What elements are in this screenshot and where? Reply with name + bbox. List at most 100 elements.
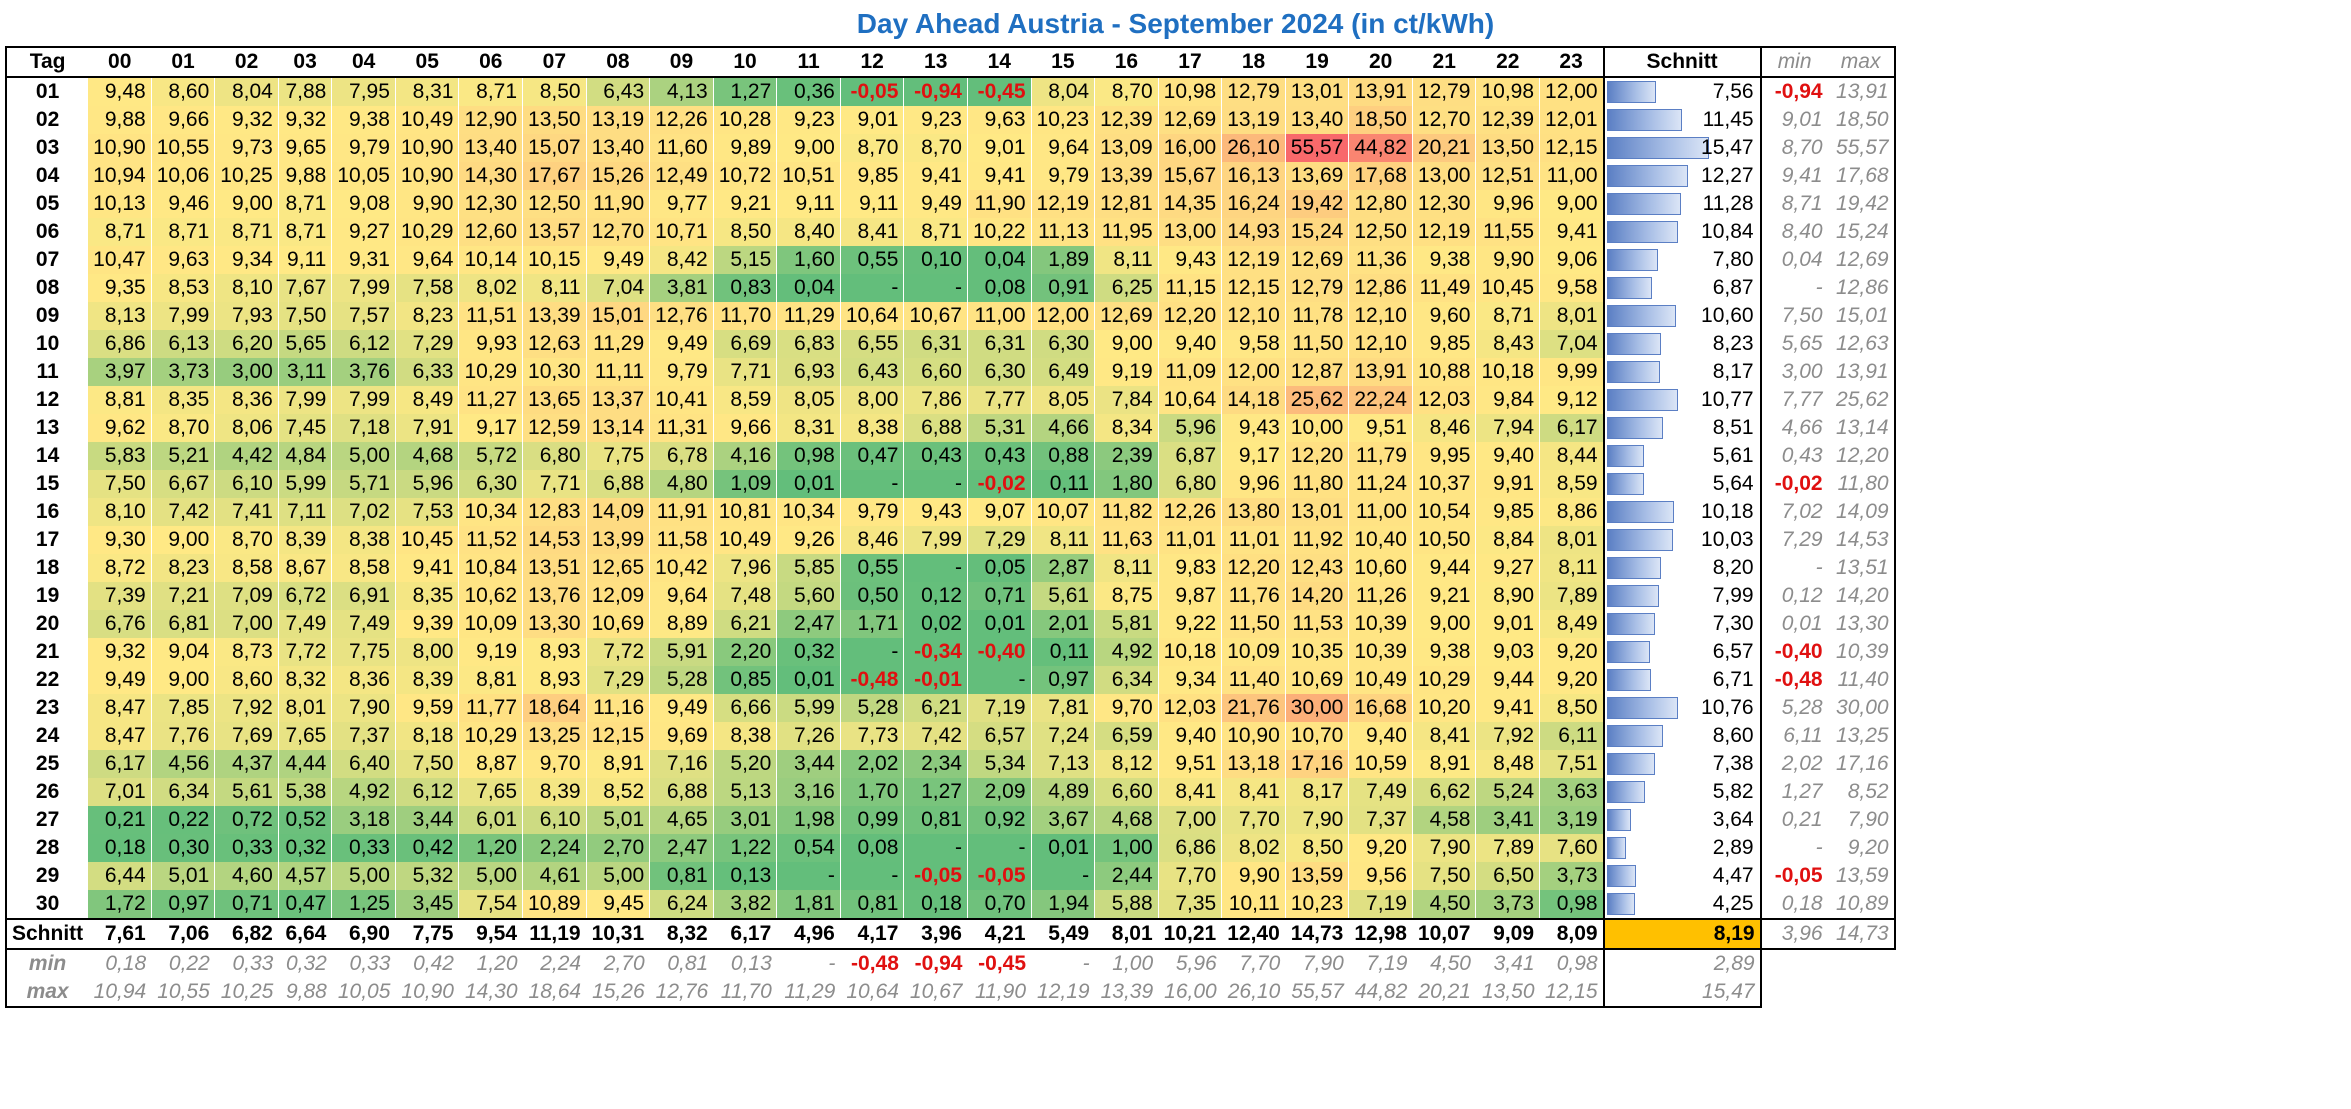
heatmap-cell: 8,00	[395, 638, 460, 666]
heatmap-cell: 17,68	[1348, 162, 1413, 190]
min-value: -	[776, 949, 841, 978]
heatmap-cell: 0,08	[967, 274, 1032, 302]
heatmap-cell: 8,70	[151, 414, 216, 442]
heatmap-cell: 9,35	[88, 274, 152, 302]
heatmap-cell: 12,00	[1221, 358, 1286, 386]
heatmap-cell: 3,63	[1539, 778, 1605, 806]
heatmap-cell: 12,19	[1412, 218, 1477, 246]
heatmap-cell: 8,93	[522, 638, 587, 666]
heatmap-cell: 14,18	[1221, 386, 1286, 414]
heatmap-cell: 10,06	[151, 162, 216, 190]
heatmap-cell: 1,94	[1031, 890, 1096, 919]
heatmap-cell: 0,91	[1031, 274, 1096, 302]
row-average: 12,27	[1602, 162, 1762, 190]
heatmap-cell: 10,40	[1348, 526, 1413, 554]
row-average-value: 10,18	[1701, 500, 1754, 523]
heatmap-cell: 10,90	[1221, 722, 1286, 750]
heatmap-cell: 9,63	[151, 246, 216, 274]
heatmap-cell: 16,13	[1221, 162, 1286, 190]
heatmap-cell: 1,98	[776, 806, 841, 834]
heatmap-cell: 13,00	[1158, 218, 1223, 246]
heatmap-cell: 6,88	[903, 414, 968, 442]
heatmap-cell: 8,50	[713, 218, 778, 246]
min-value: 0,81	[649, 949, 714, 978]
heatmap-cell: 11,80	[1285, 470, 1350, 498]
row-tag: 30	[4, 890, 89, 919]
schnitt-total: 8,19	[1602, 918, 1762, 950]
heatmap-cell: 12,19	[1031, 190, 1096, 218]
row-average-value: 10,77	[1701, 388, 1754, 411]
heatmap-cell: 13,40	[458, 134, 524, 162]
max-value: 11,90	[967, 978, 1032, 1008]
heatmap-cell: 9,04	[151, 638, 216, 666]
heatmap-cell: 12,59	[522, 414, 587, 442]
heatmap-cell: 1,09	[713, 470, 778, 498]
heatmap-cell: 7,85	[151, 694, 216, 722]
max-value: 10,25	[214, 978, 279, 1008]
table-row: 26 7,01 6,34 5,61 5,38 4,92 6,12 7,65 8,39 8,52 6,…	[4, 778, 1896, 806]
heatmap-cell: 9,27	[331, 218, 396, 246]
row-tag: 19	[4, 582, 89, 610]
table-row: 03 10,90 10,55 9,73 9,65 9,79 10,90 13,40 15,07 1…	[4, 134, 1896, 162]
row-tag: 11	[4, 358, 89, 386]
heatmap-cell: 0,81	[840, 890, 905, 919]
heatmap-cell: 9,32	[278, 106, 333, 134]
heatmap-cell: 1,00	[1094, 834, 1159, 862]
row-min: 0,18	[1760, 890, 1828, 919]
heatmap-cell: 7,96	[713, 554, 778, 582]
heatmap-cell: 9,49	[903, 190, 968, 218]
row-average-value: 7,56	[1712, 80, 1754, 103]
heatmap-cell: 8,93	[522, 666, 587, 694]
table-row: 18 8,72 8,23 8,58 8,67 8,58 9,41 10,84 13,51 12,6…	[4, 554, 1896, 582]
chart-title: Day Ahead Austria - September 2024 (in c…	[856, 8, 1495, 39]
heatmap-cell: 7,76	[151, 722, 216, 750]
heatmap-cell: 2,34	[903, 750, 968, 778]
heatmap-cell: 15,07	[522, 134, 587, 162]
heatmap-cell: 8,71	[458, 77, 524, 106]
heatmap-cell: 7,58	[395, 274, 460, 302]
heatmap-cell: 0,92	[967, 806, 1032, 834]
header-hour-14: 14	[967, 46, 1032, 78]
row-average: 8,23	[1602, 330, 1762, 358]
heatmap-cell: 20,21	[1412, 134, 1477, 162]
heatmap-cell: 5,99	[278, 470, 333, 498]
heatmap-cell: 6,59	[1094, 722, 1159, 750]
row-average-value: 4,25	[1712, 892, 1754, 915]
heatmap-cell: 9,41	[395, 554, 460, 582]
average-bar	[1606, 529, 1673, 551]
header-hour-00: 00	[88, 46, 152, 78]
min-value: 1,20	[458, 949, 523, 978]
row-min: -0,40	[1760, 638, 1828, 666]
heatmap-cell: 12,15	[1221, 274, 1286, 302]
row-tag: 28	[4, 834, 89, 862]
heatmap-cell: 10,34	[776, 498, 841, 526]
heatmap-cell: 9,96	[1221, 470, 1286, 498]
heatmap-cell: 7,49	[331, 610, 396, 638]
heatmap-cell: 11,13	[1031, 218, 1096, 246]
heatmap-cell: 5,13	[713, 778, 778, 806]
heatmap-cell: 12,63	[522, 330, 587, 358]
schnitt-value: 9,09	[1475, 918, 1541, 950]
schnitt-value: 6,82	[214, 918, 279, 950]
heatmap-cell: 9,99	[1539, 358, 1605, 386]
row-max: 7,90	[1827, 806, 1896, 834]
heatmap-cell: -	[840, 862, 905, 890]
heatmap-cell: 3,45	[395, 890, 460, 919]
heatmap-cell: 9,01	[1475, 610, 1541, 638]
heatmap-cell: -	[967, 666, 1032, 694]
heatmap-cell: 9,93	[458, 330, 524, 358]
heatmap-cell: 9,83	[1158, 554, 1223, 582]
heatmap-cell: 1,27	[713, 77, 778, 106]
heatmap-cell: 1,20	[458, 834, 524, 862]
heatmap-cell: 12,00	[1539, 77, 1605, 106]
table-row: 12 8,81 8,35 8,36 7,99 7,99 8,49 11,27 13,65 13,3…	[4, 386, 1896, 414]
schnitt-value: 6,64	[278, 918, 333, 950]
heatmap-cell: 6,13	[151, 330, 216, 358]
row-average-value: 7,80	[1712, 248, 1754, 271]
heatmap-cell: 8,41	[1412, 722, 1477, 750]
heatmap-cell: 10,15	[522, 246, 587, 274]
row-max: 9,20	[1827, 834, 1896, 862]
heatmap-cell: 9,01	[840, 106, 905, 134]
heatmap-cell: 26,10	[1221, 134, 1286, 162]
heatmap-cell: 14,09	[586, 498, 651, 526]
